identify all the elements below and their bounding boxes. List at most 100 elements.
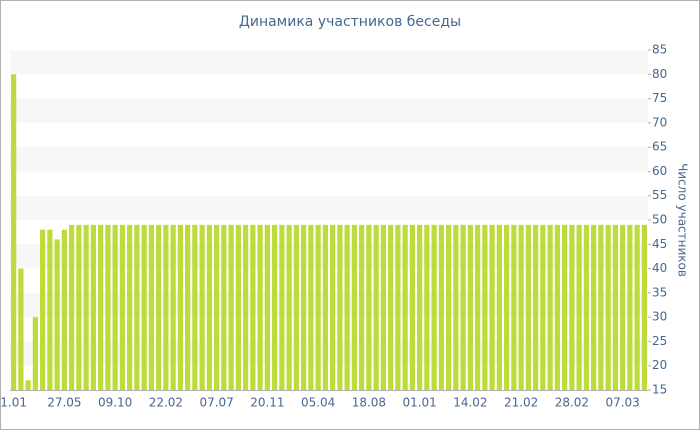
bar (380, 224, 386, 390)
bar (301, 224, 307, 390)
bar (641, 224, 647, 390)
bar (496, 224, 502, 390)
bar (438, 224, 444, 390)
bar (359, 224, 365, 390)
bar (627, 224, 633, 390)
bar (83, 224, 89, 390)
bar (431, 224, 437, 390)
bar (163, 224, 169, 390)
x-tick-label: 20.11 (250, 396, 284, 410)
y-tick-label: 80 (652, 67, 667, 81)
bar (388, 224, 394, 390)
bar (344, 224, 350, 390)
bar (18, 268, 24, 390)
bar (366, 224, 372, 390)
bar (511, 224, 517, 390)
bar (206, 224, 212, 390)
bar (272, 224, 278, 390)
y-tick-label: 35 (652, 285, 667, 299)
y-tick-label: 25 (652, 334, 667, 348)
bar (330, 224, 336, 390)
x-tick-label: 28.02 (555, 396, 589, 410)
grid-band (10, 50, 648, 75)
grid-band (10, 147, 648, 172)
y-tick-label: 60 (652, 164, 667, 178)
bar (395, 224, 401, 390)
bar (192, 224, 198, 390)
chart-title: Динамика участников беседы (239, 14, 461, 30)
bar (634, 224, 640, 390)
bar (482, 224, 488, 390)
bar (525, 224, 531, 390)
y-tick-label: 45 (652, 237, 667, 251)
bar (76, 224, 82, 390)
bar (620, 224, 626, 390)
bar (409, 224, 415, 390)
y-tick-label: 70 (652, 115, 667, 129)
y-tick-label: 20 (652, 358, 667, 372)
bar (315, 224, 321, 390)
x-tick-label: 22.02 (149, 396, 183, 410)
bar (170, 224, 176, 390)
bar (127, 224, 133, 390)
bar (235, 224, 241, 390)
bar (221, 224, 227, 390)
bar (185, 224, 191, 390)
bar (533, 224, 539, 390)
x-tick-label: 07.07 (199, 396, 233, 410)
bar (424, 224, 430, 390)
bar (148, 224, 154, 390)
bar (467, 224, 473, 390)
bar (598, 224, 604, 390)
bar (460, 224, 466, 390)
bar (562, 224, 568, 390)
x-tick-label: 05.04 (301, 396, 335, 410)
y-tick-label: 65 (652, 140, 667, 154)
bar (446, 224, 452, 390)
bar (475, 224, 481, 390)
bar (351, 224, 357, 390)
y-tick-label: 55 (652, 188, 667, 202)
bar (417, 224, 423, 390)
bar (279, 224, 285, 390)
bar (286, 224, 292, 390)
y-tick-label: 30 (652, 310, 667, 324)
x-tick-label: 1.01 (0, 396, 27, 410)
grid-band (10, 195, 648, 220)
bar (40, 229, 46, 390)
y-tick-label: 75 (652, 91, 667, 105)
x-tick-label: 27.05 (47, 396, 81, 410)
bar (69, 224, 75, 390)
bar (373, 224, 379, 390)
x-tick-label: 21.02 (504, 396, 538, 410)
y-axis-label: Число участников (676, 163, 690, 277)
bar (214, 224, 220, 390)
bar (25, 380, 31, 390)
y-tick-label: 85 (652, 43, 667, 57)
bar (54, 239, 60, 390)
bar (177, 224, 183, 390)
bar (605, 224, 611, 390)
bar (141, 224, 147, 390)
bar (105, 224, 111, 390)
x-tick-label: 18.08 (352, 396, 386, 410)
bar (98, 224, 104, 390)
bar (489, 224, 495, 390)
bar (322, 224, 328, 390)
grid-band (10, 98, 648, 123)
bar (134, 224, 140, 390)
bar (32, 317, 38, 390)
bar (250, 224, 256, 390)
x-tick-label: 01.01 (402, 396, 436, 410)
bar (576, 224, 582, 390)
bar (228, 224, 234, 390)
bar (453, 224, 459, 390)
bar (402, 224, 408, 390)
bar (112, 224, 118, 390)
bar (61, 229, 67, 390)
bar (591, 224, 597, 390)
bar (47, 229, 53, 390)
bar (243, 224, 249, 390)
bar (90, 224, 96, 390)
